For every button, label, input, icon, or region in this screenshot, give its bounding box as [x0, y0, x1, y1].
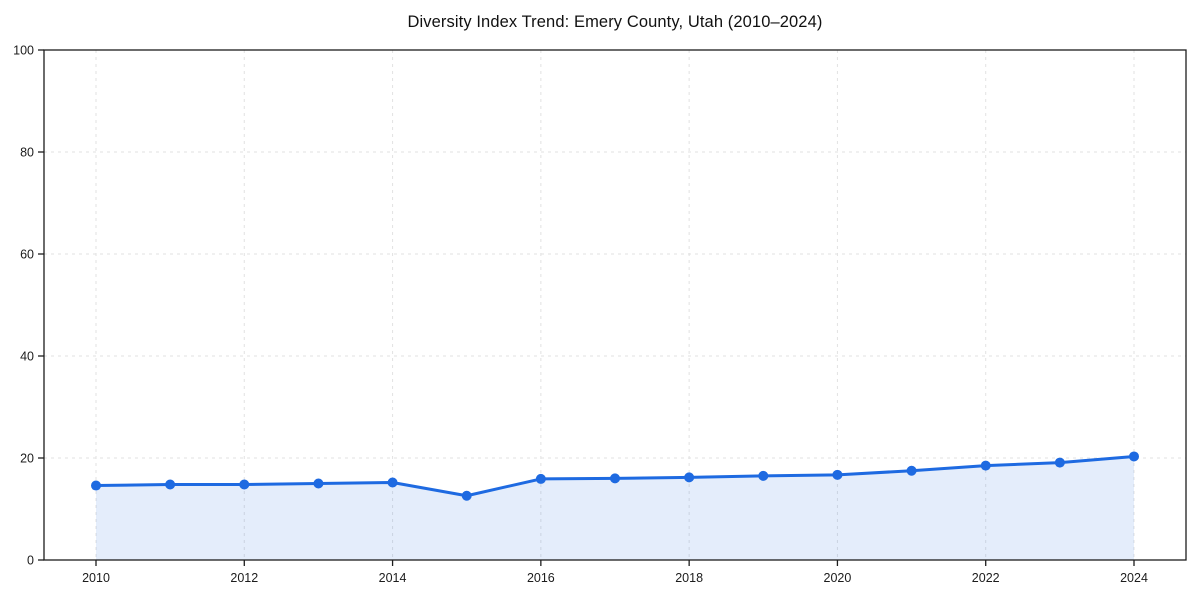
data-point — [1129, 451, 1139, 462]
chart-title: Diversity Index Trend: Emery County, Uta… — [407, 13, 823, 31]
y-tick-label: 100 — [13, 44, 34, 58]
area-fill — [96, 456, 1134, 560]
data-point — [758, 470, 769, 481]
y-tick-label: 0 — [27, 554, 34, 568]
data-point — [313, 478, 324, 489]
data-point — [239, 479, 250, 490]
x-tick-label: 2016 — [527, 571, 555, 585]
x-tick-label: 2010 — [82, 571, 110, 585]
data-point — [906, 465, 917, 476]
data-point — [461, 490, 472, 501]
x-tick-label: 2018 — [675, 571, 703, 585]
y-tick-label: 40 — [20, 350, 34, 364]
data-point — [387, 477, 398, 488]
data-point — [684, 472, 695, 483]
x-tick-label: 2020 — [824, 571, 852, 585]
data-point — [1054, 457, 1065, 468]
data-point — [610, 473, 620, 484]
x-tick-label: 2012 — [230, 571, 258, 585]
y-tick-label: 80 — [20, 146, 34, 160]
data-point — [535, 473, 546, 484]
plot-border — [43, 49, 1187, 561]
y-tick-label: 20 — [20, 452, 34, 466]
data-point — [165, 479, 176, 490]
x-tick-label: 2024 — [1120, 571, 1148, 585]
x-tick-label: 2022 — [972, 571, 1000, 585]
data-point — [91, 480, 101, 491]
data-point — [832, 469, 843, 480]
y-tick-label: 60 — [20, 248, 34, 262]
x-tick-label: 2014 — [379, 571, 407, 585]
data-point — [980, 460, 991, 471]
